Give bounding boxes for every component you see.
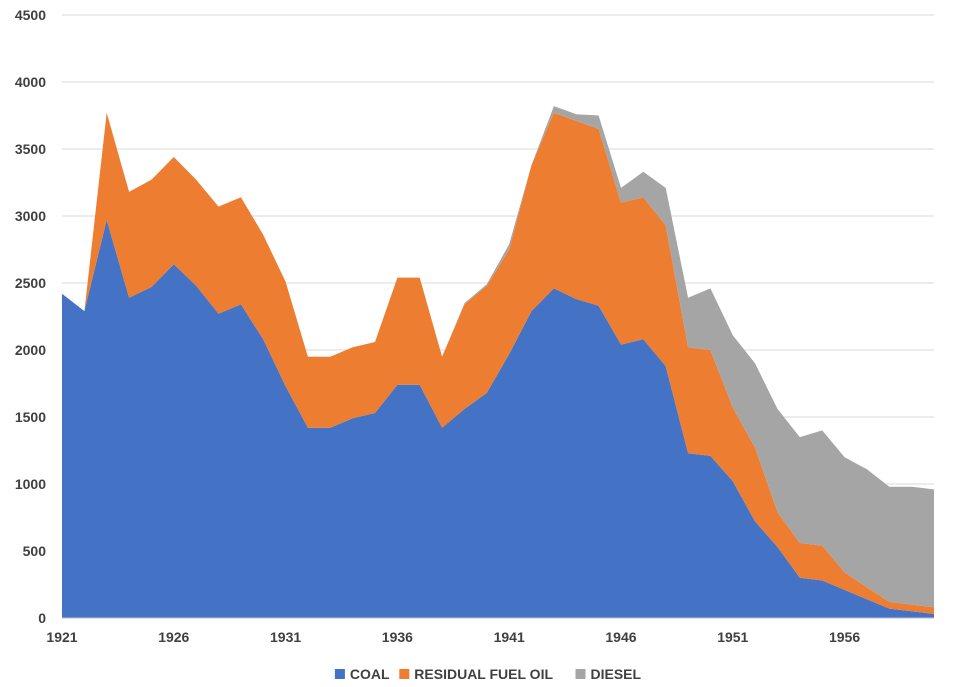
y-tick-label: 0 <box>38 610 46 626</box>
chart-areas <box>62 106 934 618</box>
x-tick-label: 1926 <box>158 629 189 645</box>
x-tick-label: 1951 <box>717 629 748 645</box>
legend: COAL RESIDUAL FUEL OIL DIESEL <box>334 666 642 682</box>
x-axis: 1921 1926 1931 1936 1941 1946 1951 1956 <box>46 617 934 645</box>
legend-swatch <box>575 669 586 679</box>
x-tick-label: 1921 <box>46 629 77 645</box>
y-axis: 0 500 1000 1500 2000 2500 3000 3500 4000 4500 <box>15 7 46 626</box>
legend-item-residual-fuel-oil: RESIDUAL FUEL OIL <box>399 666 553 682</box>
y-tick-label: 2000 <box>15 342 46 358</box>
x-tick-label: 1941 <box>494 629 525 645</box>
legend-label: DIESEL <box>591 666 642 682</box>
legend-label: RESIDUAL FUEL OIL <box>414 666 553 682</box>
x-tick-label: 1931 <box>270 629 301 645</box>
y-tick-label: 1000 <box>15 476 46 492</box>
y-tick-label: 2500 <box>15 275 46 291</box>
y-tick-label: 3500 <box>15 141 46 157</box>
x-tick-label: 1946 <box>605 629 636 645</box>
legend-item-diesel: DIESEL <box>575 666 642 682</box>
y-tick-label: 1500 <box>15 409 46 425</box>
x-tick-label: 1936 <box>382 629 413 645</box>
legend-swatch <box>334 669 345 679</box>
legend-item-coal: COAL <box>334 666 390 682</box>
area-diesel <box>62 106 934 608</box>
x-tick-label: 1956 <box>829 629 860 645</box>
y-tick-label: 500 <box>23 543 47 559</box>
area-coal <box>62 220 934 618</box>
y-tick-label: 3000 <box>15 208 46 224</box>
y-tick-label: 4500 <box>15 7 46 23</box>
legend-swatch <box>399 669 410 679</box>
y-tick-label: 4000 <box>15 74 46 90</box>
area-residual-fuel-oil <box>62 112 934 615</box>
legend-label: COAL <box>350 666 390 682</box>
